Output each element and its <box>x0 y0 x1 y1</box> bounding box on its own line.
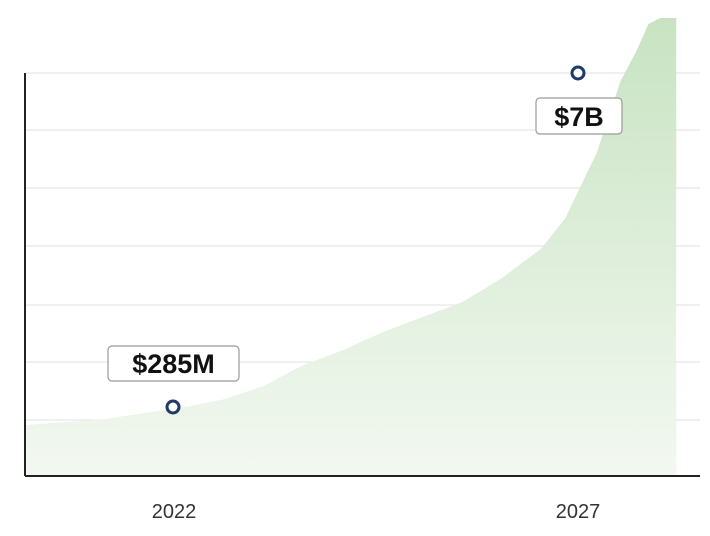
callout-285m: $285M <box>107 345 240 382</box>
x-tick-label-2022: 2022 <box>152 501 197 523</box>
callout-7b: $7B <box>535 97 623 135</box>
area-series-fill <box>25 18 677 476</box>
callout-285m-label: $285M <box>132 349 215 379</box>
marker-285m <box>165 399 181 415</box>
callout-7b-label: $7B <box>554 102 604 132</box>
marker-7b <box>570 65 586 81</box>
x-tick-label-2027: 2027 <box>556 501 601 523</box>
callout-285m-box <box>107 345 240 382</box>
callout-7b-box <box>535 97 623 135</box>
